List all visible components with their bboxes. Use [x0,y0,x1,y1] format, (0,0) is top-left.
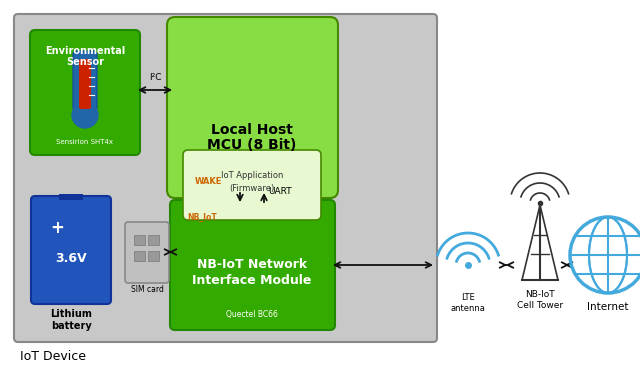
Text: Internet: Internet [588,302,628,312]
Text: Quectel BC66: Quectel BC66 [226,310,278,320]
Text: 3.6V: 3.6V [55,251,87,264]
Text: +: + [50,219,64,237]
Text: NB_IoT: NB_IoT [187,213,217,222]
Circle shape [72,102,98,128]
Text: (Firmware): (Firmware) [229,184,275,192]
FancyBboxPatch shape [170,200,335,330]
Text: UART: UART [268,188,292,197]
Text: battery: battery [51,321,92,331]
Text: LTE
antenna: LTE antenna [451,293,485,313]
Bar [148,251,159,261]
Text: IoT Device: IoT Device [20,350,86,363]
FancyBboxPatch shape [125,222,169,283]
FancyBboxPatch shape [167,17,338,198]
Text: SIM card: SIM card [131,285,163,295]
FancyBboxPatch shape [73,51,97,111]
Text: Sensirion SHT4x: Sensirion SHT4x [56,139,113,145]
Bar [59,194,83,200]
Text: Environmental: Environmental [45,46,125,56]
Text: WAKE: WAKE [195,178,222,186]
Text: Sensor: Sensor [66,57,104,67]
Bar [148,235,159,245]
FancyBboxPatch shape [31,196,111,304]
Text: MCU (8 Bit): MCU (8 Bit) [207,138,297,152]
FancyBboxPatch shape [30,30,140,155]
Text: Local Host: Local Host [211,123,293,137]
FancyBboxPatch shape [183,150,321,220]
Text: NB-IoT
Cell Tower: NB-IoT Cell Tower [517,290,563,310]
FancyBboxPatch shape [79,59,91,109]
Text: I²C: I²C [148,73,161,82]
Text: Lithium: Lithium [50,309,92,319]
FancyBboxPatch shape [14,14,437,342]
Text: Interface Module: Interface Module [192,273,312,286]
Text: NB-IoT Network: NB-IoT Network [197,258,307,272]
Bar [134,251,145,261]
Text: IoT Application: IoT Application [221,170,283,179]
Bar [134,235,145,245]
